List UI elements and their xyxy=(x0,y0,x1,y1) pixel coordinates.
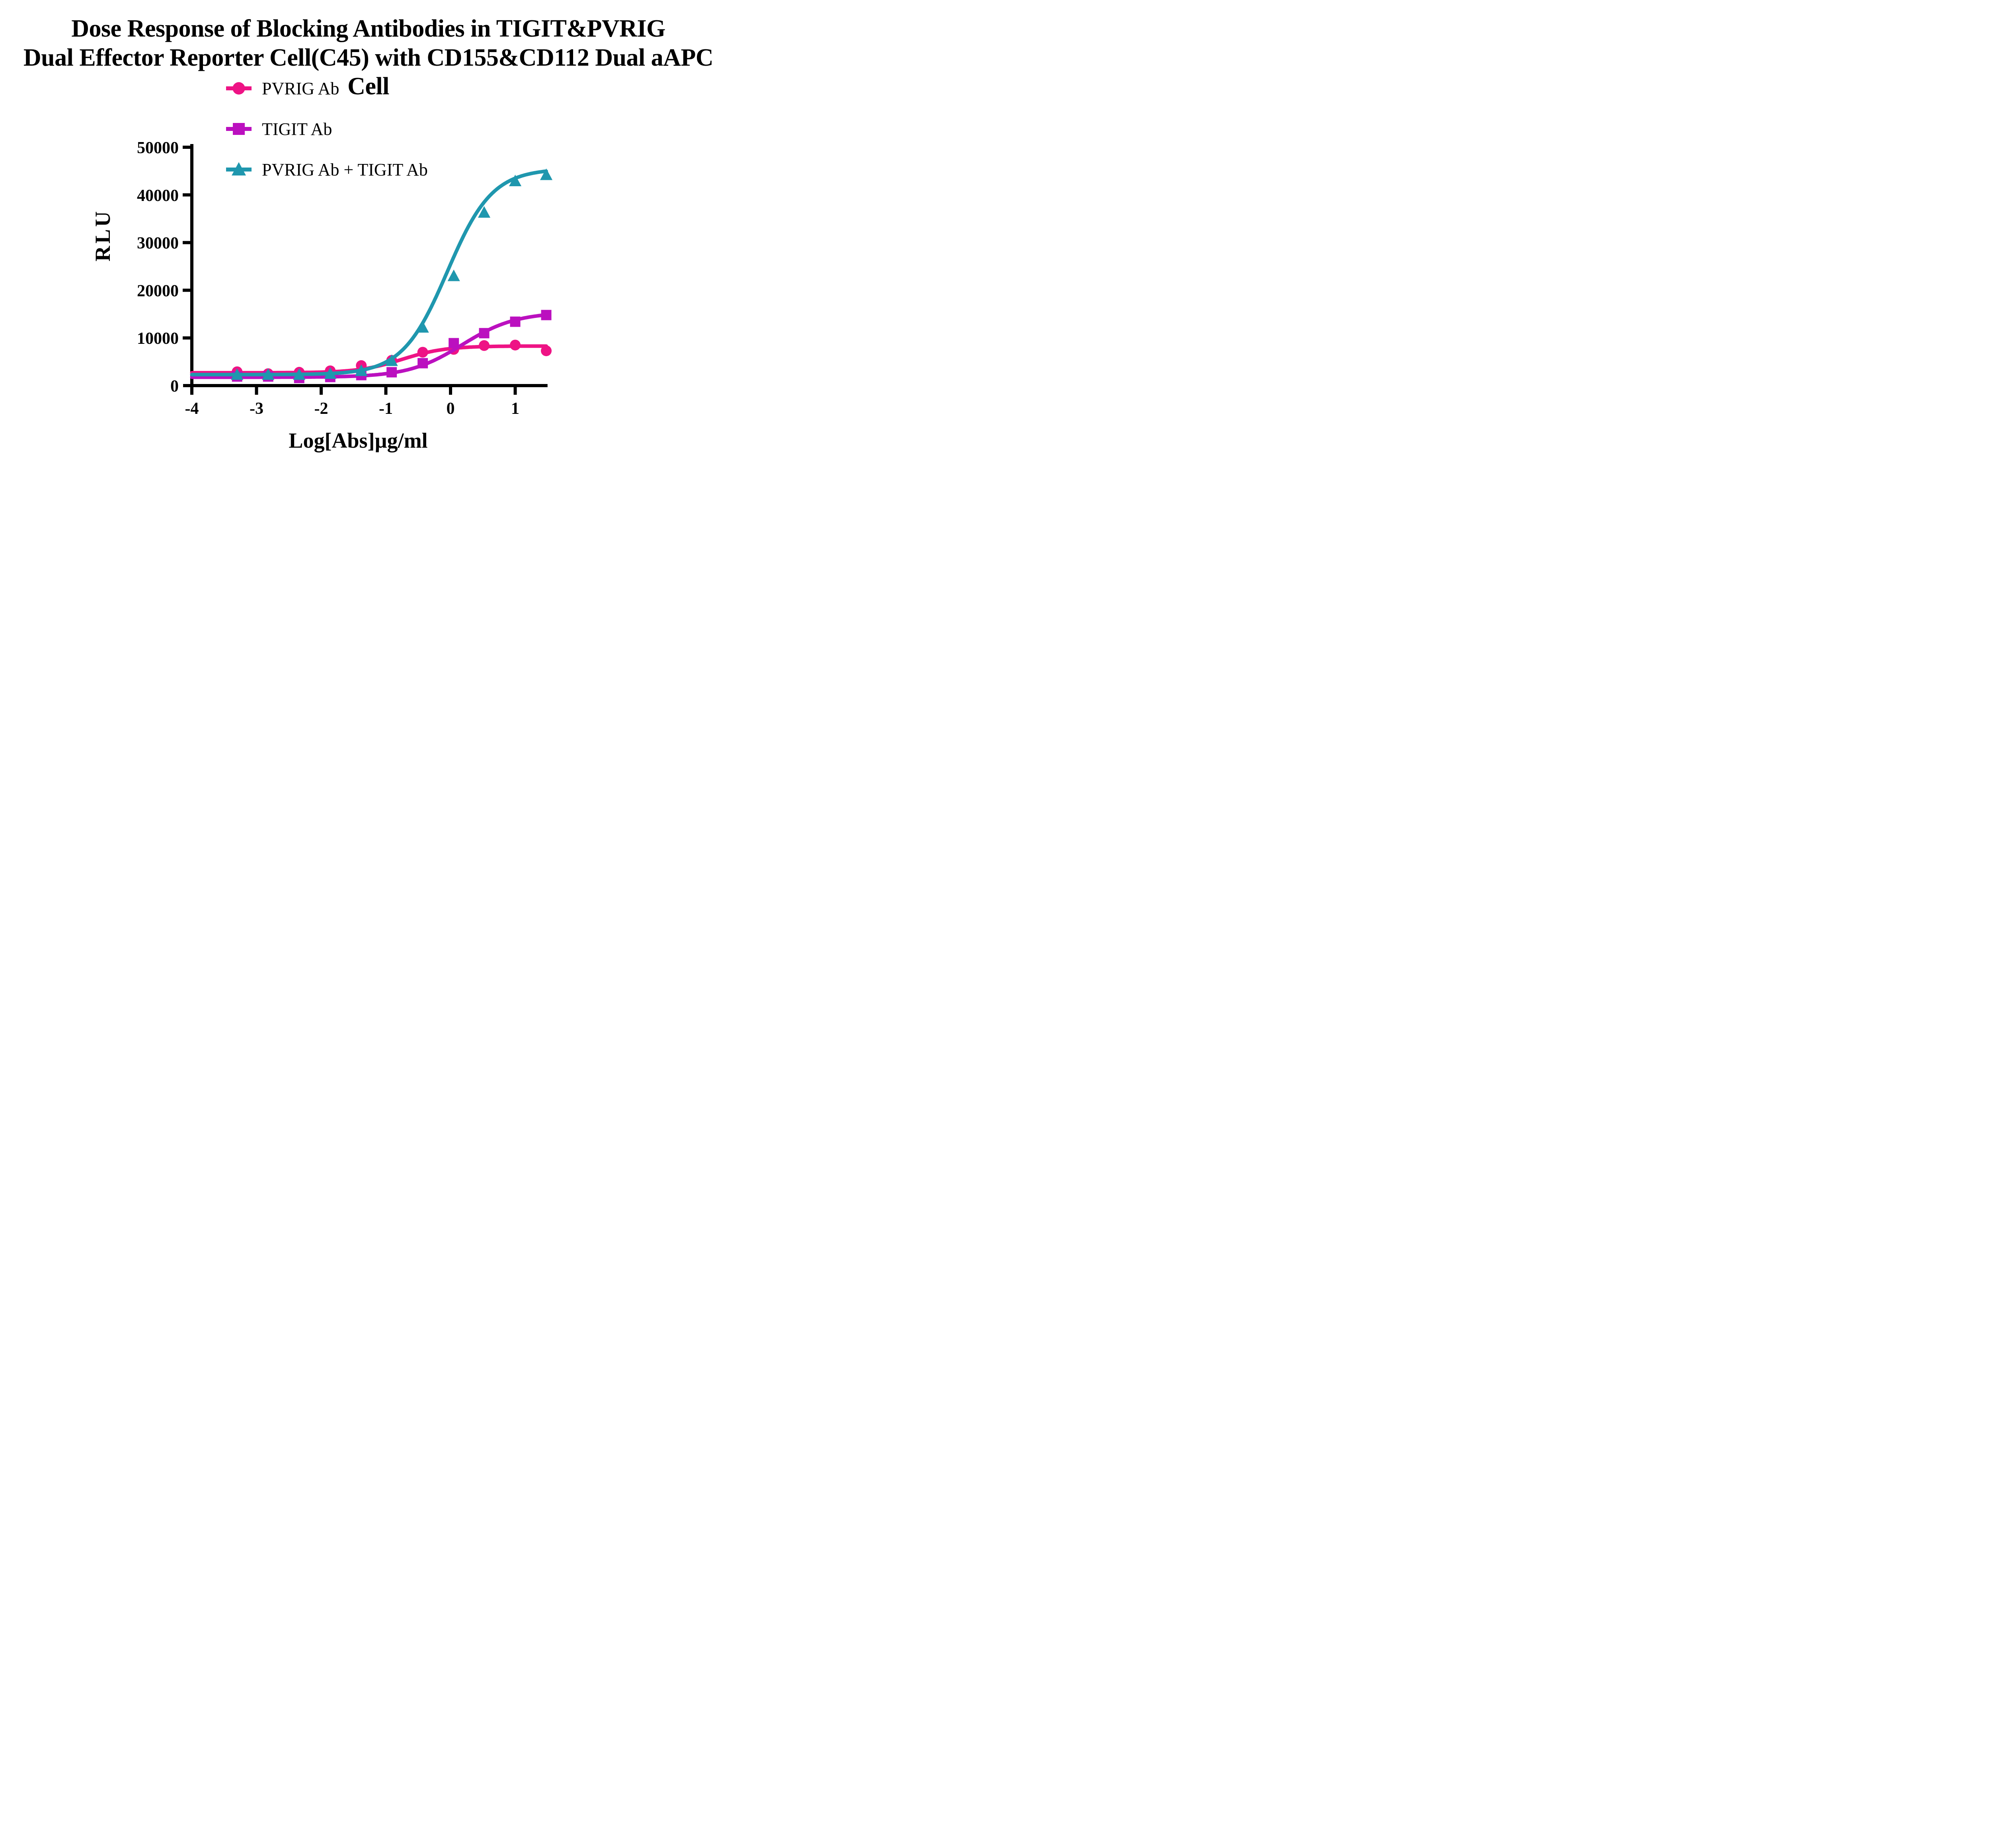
data-point-marker xyxy=(355,364,368,376)
x-tick-label: 0 xyxy=(447,400,455,418)
data-point-marker xyxy=(540,345,552,357)
chart-title: Dose Response of Blocking Antibodies in … xyxy=(0,14,737,101)
legend-marker-shape xyxy=(233,123,245,135)
legend-marker-shape xyxy=(232,162,246,175)
legend-item-pvrig-ab: PVRIG Ab xyxy=(225,74,428,103)
dose-response-chart: 0 10000 20000 30000 40000 50000 -4 -3 -2 -1 0 1 xyxy=(137,139,553,418)
chart-title-line-2: Dual Effector Reporter Cell(C45) with CD… xyxy=(23,44,714,100)
x-tick-label: 1 xyxy=(511,400,519,418)
legend: PVRIG Ab TIGIT Ab PVRIG Ab + TIGIT Ab xyxy=(225,74,428,184)
x-axis-title: Log[Abs]µg/ml xyxy=(289,429,428,452)
data-point-marker xyxy=(418,358,428,368)
series-curve xyxy=(190,169,548,376)
tigit-ab-square-marker-icon xyxy=(226,123,252,135)
y-tick-label: 20000 xyxy=(137,282,179,300)
x-tick-label: -4 xyxy=(185,400,199,418)
legend-item-tigit-ab: TIGIT Ab xyxy=(225,115,428,143)
data-point-marker xyxy=(386,367,397,378)
y-axis-title: RLU xyxy=(91,209,115,262)
y-tick-label: 10000 xyxy=(137,329,179,348)
data-point-marker xyxy=(479,328,490,339)
data-point-marker xyxy=(510,316,521,327)
legend-item-label: PVRIG Ab xyxy=(262,78,339,98)
pvrig-tigit-ab-triangle-marker-icon xyxy=(226,162,252,175)
y-tick-label: 40000 xyxy=(137,187,179,205)
chart-title-line-1: Dose Response of Blocking Antibodies in … xyxy=(71,15,665,42)
legend-item-pvrig-tigit-ab: PVRIG Ab + TIGIT Ab xyxy=(225,155,428,184)
legend-item-label: TIGIT Ab xyxy=(262,119,332,139)
x-tick-label: -2 xyxy=(314,400,328,418)
series-pvrig-ab-tigit-ab xyxy=(190,168,553,380)
data-point-marker xyxy=(416,321,429,333)
x-tick-label: -1 xyxy=(379,400,393,418)
legend-marker-shape xyxy=(232,82,245,95)
data-point-marker xyxy=(262,368,275,380)
pvrig-ab-circle-marker-icon xyxy=(226,82,252,95)
x-tick-label: -3 xyxy=(250,400,263,418)
data-point-marker xyxy=(478,206,491,218)
data-point-marker xyxy=(385,354,398,366)
figure: Dose Response of Blocking Antibodies in … xyxy=(0,0,737,462)
y-tick-label: 0 xyxy=(170,377,179,396)
data-point-marker xyxy=(449,338,459,349)
data-point-marker xyxy=(541,310,552,320)
data-point-marker xyxy=(417,347,428,358)
data-point-marker xyxy=(231,368,244,380)
y-tick-label: 50000 xyxy=(137,139,179,157)
data-point-marker xyxy=(509,339,521,351)
y-tick-label: 30000 xyxy=(137,234,179,253)
data-point-marker xyxy=(478,340,490,351)
data-point-marker xyxy=(509,174,522,187)
data-point-marker xyxy=(324,367,337,379)
data-point-marker xyxy=(293,368,306,380)
legend-item-label: PVRIG Ab + TIGIT Ab xyxy=(262,160,428,179)
data-point-marker xyxy=(447,269,460,281)
data-point-marker xyxy=(540,168,553,180)
